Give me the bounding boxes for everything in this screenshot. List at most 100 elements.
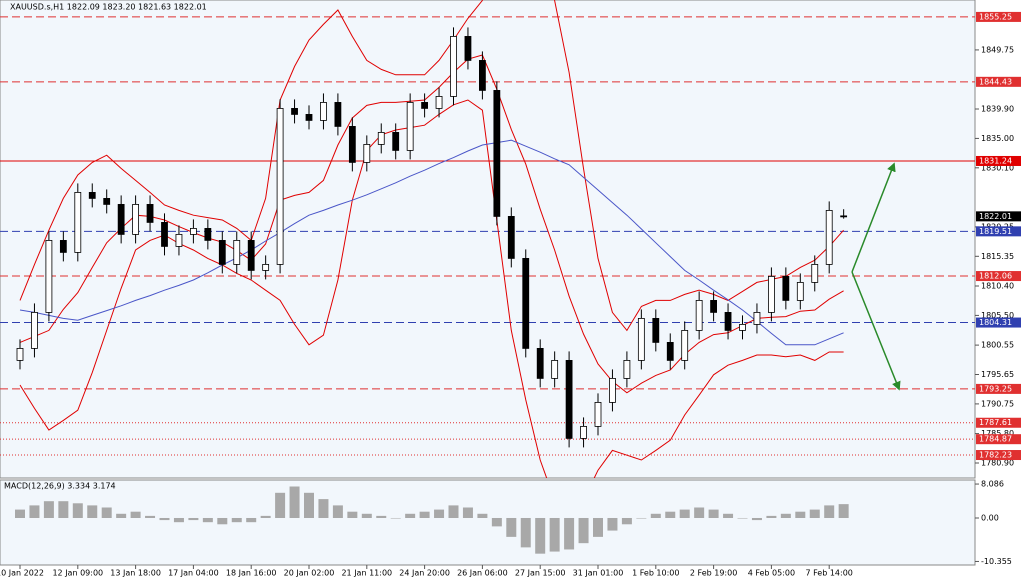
- macd-bar: [231, 517, 242, 523]
- macd-bar: [520, 517, 531, 548]
- candle-body: [493, 90, 501, 217]
- candle-body: [464, 36, 472, 61]
- macd-bar: [304, 492, 314, 518]
- macd-bar: [405, 513, 416, 518]
- x-tick-label: 18 Jan 16:00: [226, 569, 277, 578]
- candle-body: [652, 318, 660, 343]
- candle-body: [681, 330, 689, 361]
- macd-bar: [246, 517, 257, 523]
- level-label: 1819.51: [979, 227, 1012, 236]
- candle-body: [45, 240, 53, 313]
- candle-body: [478, 60, 486, 91]
- x-tick-label: 10 Jan 2022: [0, 569, 44, 578]
- macd-bar: [145, 515, 156, 518]
- level-label: 1804.31: [979, 318, 1012, 327]
- candle-body: [637, 318, 645, 361]
- candle-body: [695, 300, 703, 331]
- macd-bar: [636, 517, 647, 519]
- macd-bar: [43, 501, 54, 518]
- macd-bar: [607, 517, 618, 531]
- candle-body: [551, 360, 559, 379]
- macd-bar: [723, 513, 734, 518]
- candle-body: [175, 234, 183, 247]
- candle-body: [580, 426, 587, 439]
- macd-bar: [361, 513, 372, 518]
- candle-body: [796, 282, 804, 301]
- candle-body: [666, 342, 674, 361]
- candle-body: [74, 192, 82, 253]
- candle-body: [377, 132, 385, 145]
- x-tick-label: 7 Feb 14:00: [805, 569, 852, 578]
- y-tick-label: 1800.55: [981, 341, 1014, 350]
- macd-plot: [15, 486, 849, 554]
- macd-bar: [593, 517, 603, 537]
- level-label: 1787.61: [979, 418, 1012, 427]
- candle-body: [348, 126, 356, 163]
- level-label-box: [976, 11, 1021, 22]
- candle-body: [594, 402, 602, 427]
- macd-tick-label: 0.00: [981, 513, 999, 522]
- macd-bar: [15, 509, 25, 518]
- candle-body: [204, 228, 212, 241]
- y-tick-label: 1785.80: [981, 429, 1014, 438]
- y-tick-label: 1790.75: [981, 399, 1014, 408]
- macd-bar: [665, 511, 676, 518]
- candle-body: [305, 114, 313, 121]
- macd-bar: [535, 517, 546, 554]
- candle-body: [609, 378, 616, 403]
- macd-bar: [621, 517, 632, 525]
- level-label-box: [976, 450, 1021, 461]
- candle-body: [623, 360, 631, 379]
- x-tick-label: 2 Feb 19:00: [690, 569, 737, 578]
- macd-bar: [202, 517, 213, 523]
- level-label: 1844.43: [979, 77, 1012, 86]
- macd-bar: [650, 513, 661, 518]
- candle-body: [782, 276, 790, 301]
- macd-bar: [448, 505, 459, 518]
- y-tick-label: 1815.35: [981, 252, 1014, 261]
- macd-bar: [347, 511, 358, 518]
- macd-bar: [462, 507, 473, 518]
- macd-bar: [506, 517, 517, 537]
- candle-body: [825, 210, 833, 265]
- candle-body: [103, 198, 111, 205]
- candle-body: [536, 348, 544, 379]
- macd-bar: [419, 511, 430, 518]
- macd-bar: [780, 513, 791, 518]
- level-label: 1793.25: [979, 384, 1012, 393]
- macd-bar: [130, 511, 141, 518]
- macd-bar: [58, 501, 69, 518]
- x-tick-label: 4 Feb 05:00: [748, 569, 795, 578]
- main-plot: [0, 0, 975, 478]
- candle-body: [710, 300, 717, 313]
- level-label-box: [976, 211, 1021, 222]
- arrow-down: [851, 271, 901, 391]
- macd-bar: [434, 509, 445, 518]
- macd-bar: [751, 517, 762, 521]
- y-tick-label: 1810.40: [981, 282, 1014, 291]
- candle-body: [421, 102, 429, 109]
- candle-body: [724, 312, 732, 331]
- macd-bar: [87, 505, 98, 518]
- candle-body: [392, 132, 400, 151]
- macd-bar: [318, 499, 329, 518]
- macd-bar: [694, 507, 705, 518]
- candle-body: [565, 360, 573, 439]
- candle-body: [117, 204, 125, 235]
- candle-body: [276, 108, 284, 265]
- y-tick-label: 1795.65: [981, 370, 1014, 379]
- macd-bar: [838, 504, 849, 518]
- indicator-line: [19, 54, 844, 394]
- macd-bar: [376, 515, 387, 518]
- macd-bar: [766, 515, 777, 518]
- macd-bar: [679, 509, 690, 518]
- macd-bar: [217, 517, 228, 525]
- chart-title: XAUUSD.s,H1 1822.09 1823.20 1821.63 1822…: [10, 3, 207, 12]
- macd-bar: [578, 517, 589, 544]
- level-label-box: [976, 434, 1021, 445]
- macd-bar: [116, 513, 127, 518]
- candle-body: [334, 102, 342, 127]
- y-tick-label: 1805.50: [981, 311, 1014, 320]
- macd-bar: [289, 486, 300, 518]
